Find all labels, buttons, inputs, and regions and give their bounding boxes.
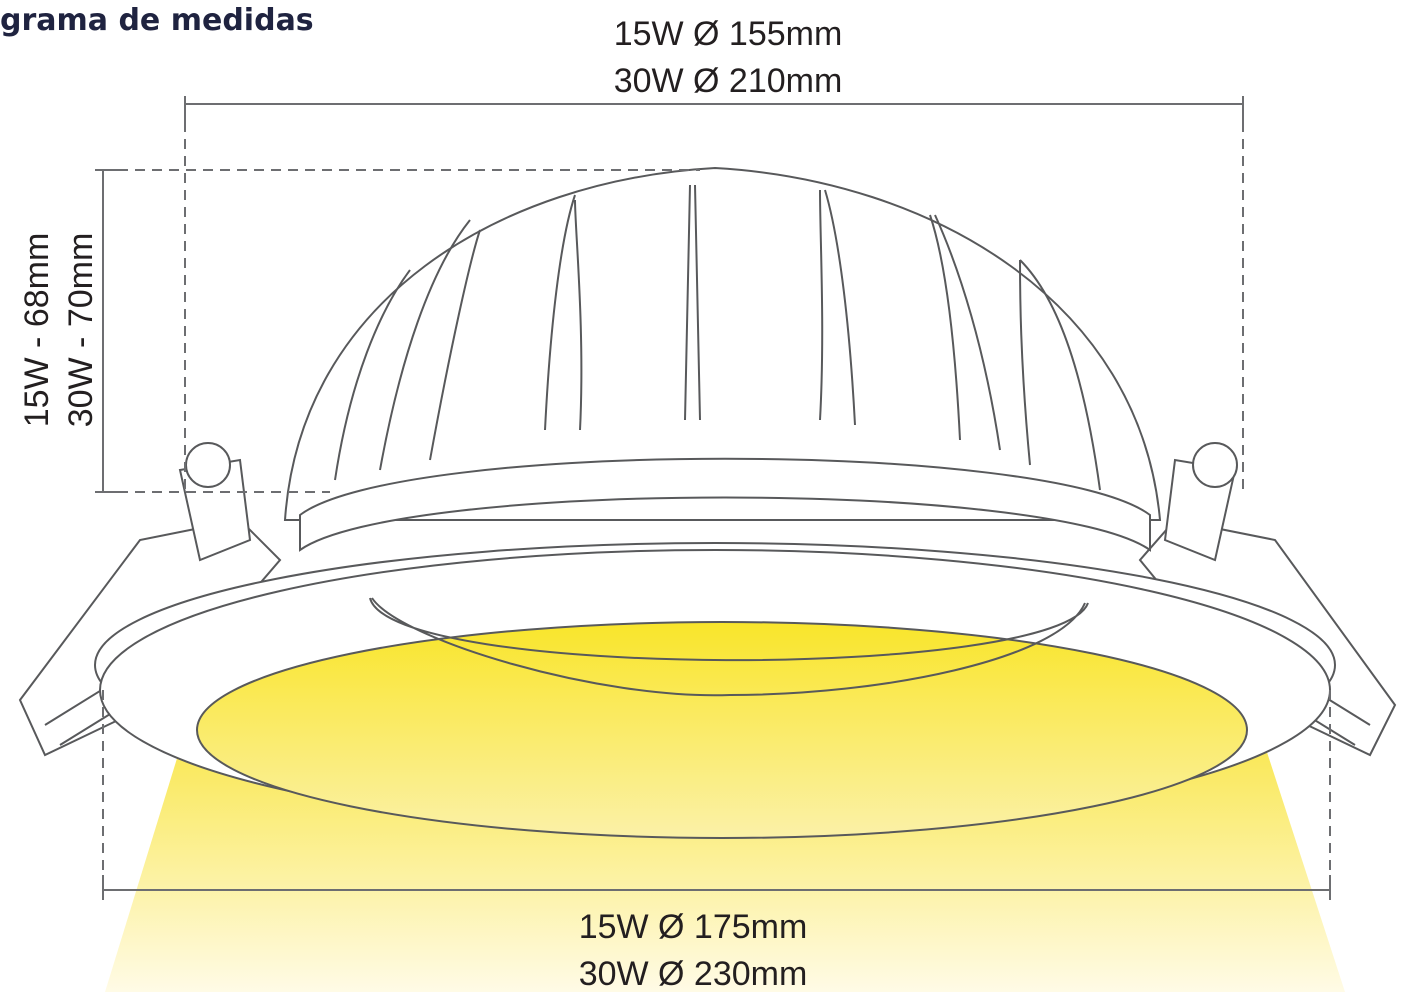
diagram: grama de medidas 15W Ø 155mm 30W Ø 210mm… xyxy=(0,0,1409,992)
dimension-label: 15W Ø 155mm xyxy=(614,15,843,53)
dimension-label: 15W - 68mm xyxy=(18,233,56,428)
opening xyxy=(197,622,1247,838)
dimension-label: 15W Ø 175mm xyxy=(579,908,808,946)
dimension-label: 30W Ø 230mm xyxy=(579,955,808,992)
title: grama de medidas xyxy=(0,3,314,38)
lamp-body xyxy=(285,168,1160,550)
dimension-label: 30W - 70mm xyxy=(62,233,100,428)
dimension-label: 30W Ø 210mm xyxy=(614,62,843,100)
page: grama de medidas 15W Ø 155mm 30W Ø 210mm… xyxy=(0,0,1409,992)
